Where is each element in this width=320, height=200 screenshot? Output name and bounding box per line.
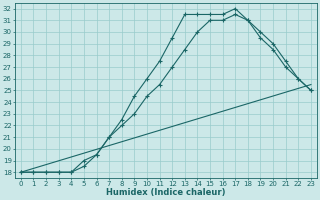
- X-axis label: Humidex (Indice chaleur): Humidex (Indice chaleur): [106, 188, 226, 197]
